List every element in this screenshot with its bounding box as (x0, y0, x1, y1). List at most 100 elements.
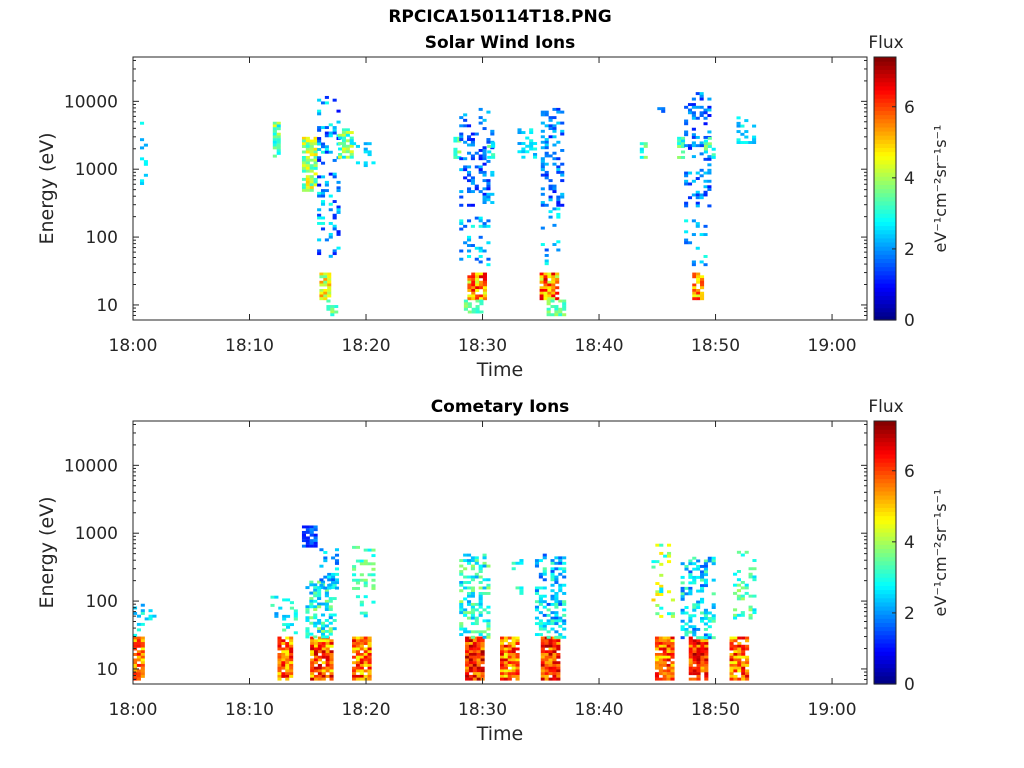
flux-pixel (317, 183, 322, 187)
flux-pixel (558, 310, 563, 314)
flux-pixel (548, 642, 553, 645)
flux-pixel (457, 150, 462, 154)
flux-pixel (332, 126, 337, 130)
flux-pixel (733, 591, 738, 595)
flux-pixel (317, 642, 322, 645)
flux-pixel (552, 187, 557, 191)
flux-pixel (551, 280, 556, 284)
flux-pixel (542, 594, 547, 598)
flux-pixel (540, 168, 545, 172)
flux-pixel (515, 663, 520, 667)
flux-pixel (349, 153, 354, 156)
flux-pixel (729, 653, 734, 656)
flux-pixel (321, 672, 326, 676)
flux-pixel (363, 663, 368, 667)
flux-pixel (305, 627, 310, 631)
flux-pixel (554, 310, 559, 314)
flux-pixel (538, 633, 543, 637)
flux-pixel (367, 672, 372, 676)
flux-pixel (305, 145, 310, 148)
flux-pixel (305, 142, 310, 146)
flux-pixel (313, 586, 318, 590)
x-tick-label: 19:00 (808, 700, 857, 720)
flux-pixel (741, 655, 746, 659)
flux-pixel (733, 647, 738, 651)
flux-pixel (540, 243, 545, 246)
flux-pixel (658, 661, 663, 665)
flux-pixel (317, 249, 322, 253)
flux-pixel (349, 155, 354, 159)
flux-pixel (552, 127, 557, 131)
flux-pixel (310, 647, 315, 651)
flux-pixel (466, 594, 472, 598)
flux-pixel (281, 639, 286, 643)
flux-pixel (688, 669, 693, 673)
flux-pixel (740, 586, 745, 590)
flux-pixel (289, 669, 294, 673)
flux-pixel (700, 291, 705, 295)
flux-pixel (453, 147, 458, 151)
flux-pixel (363, 669, 368, 673)
flux-pixel (475, 283, 480, 287)
flux-pixel (359, 644, 364, 648)
flux-pixel (289, 655, 294, 659)
flux-pixel (554, 591, 559, 595)
flux-pixel (470, 132, 475, 136)
flux-pixel (470, 140, 475, 144)
flux-pixel (459, 608, 464, 612)
flux-pixel (482, 278, 487, 281)
flux-pixel (341, 136, 347, 140)
flux-pixel (744, 141, 749, 144)
flux-pixel (465, 658, 470, 662)
flux-pixel (503, 666, 508, 670)
flux-pixel (320, 145, 326, 149)
flux-pixel (554, 602, 559, 606)
flux-pixel (548, 195, 553, 199)
flux-pixel (507, 661, 512, 665)
flux-pixel (332, 619, 337, 622)
flux-pixel (700, 584, 705, 588)
flux-pixel (301, 530, 307, 534)
flux-pixel (696, 603, 701, 607)
flux-pixel (540, 165, 545, 169)
flux-pixel (459, 624, 464, 628)
flux-pixel (363, 584, 368, 588)
flux-pixel (552, 663, 557, 667)
flux-pixel (482, 192, 487, 196)
flux-pixel (336, 120, 341, 124)
flux-pixel (562, 613, 567, 617)
flux-pixel (711, 578, 716, 582)
flux-pixel (277, 677, 282, 681)
flux-pixel (363, 655, 368, 659)
plot-area (133, 57, 867, 320)
colorbar-segment (874, 445, 896, 451)
flux-pixel (355, 595, 360, 599)
flux-pixel (309, 599, 314, 603)
flux-pixel (736, 138, 741, 142)
flux-pixel (737, 666, 742, 670)
flux-pixel (554, 616, 559, 620)
flux-pixel (471, 307, 476, 311)
flux-pixel (478, 149, 483, 152)
flux-pixel (470, 138, 475, 141)
flux-pixel (478, 567, 483, 571)
flux-pixel (733, 674, 738, 678)
flux-pixel (538, 597, 543, 601)
flux-pixel (313, 544, 318, 548)
flux-pixel (666, 590, 672, 594)
flux-pixel (548, 650, 553, 654)
flux-pixel (500, 674, 505, 678)
flux-pixel (313, 588, 318, 592)
colorbar-segment (874, 81, 896, 87)
colorbar-segment (874, 315, 896, 321)
flux-pixel (556, 165, 561, 169)
flux-pixel (371, 573, 376, 577)
flux-pixel (737, 669, 742, 673)
flux-pixel (696, 644, 701, 648)
flux-pixel (729, 666, 734, 670)
flux-pixel (331, 556, 336, 560)
flux-pixel (482, 556, 487, 560)
flux-pixel (317, 137, 322, 140)
flux-pixel (666, 639, 671, 643)
flux-pixel (309, 147, 314, 151)
